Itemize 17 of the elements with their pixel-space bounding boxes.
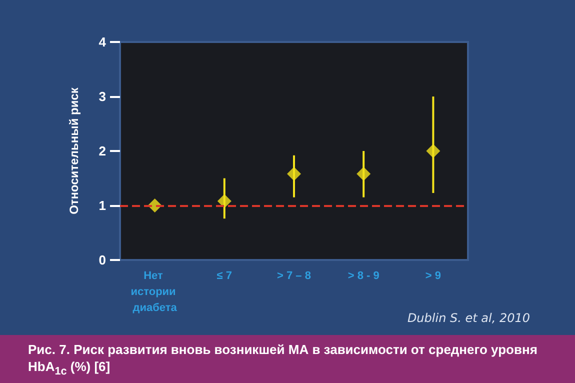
y-tick-label: 3 <box>98 89 106 104</box>
text: Dublin S. et al, 2010 <box>407 311 530 325</box>
x-tick-label: Нет истории диабета <box>130 270 179 314</box>
point <box>426 144 440 158</box>
y-tick-label: 0 <box>98 252 106 268</box>
x-tick-label: > 8 - 9 <box>348 270 380 282</box>
y-tick-label: 4 <box>98 34 107 50</box>
y-tick-label: 1 <box>98 198 106 213</box>
x-tick-label: ≤ 7 <box>216 270 232 282</box>
point <box>217 194 232 208</box>
x-tick-label: > 9 <box>425 270 442 282</box>
x-tick-label: > 7 – 8 <box>277 270 311 282</box>
y-axis-title: Относительный риск <box>67 86 81 214</box>
y-tick-label: 2 <box>98 144 106 158</box>
point <box>356 166 371 181</box>
point <box>287 166 301 181</box>
text: Рис. 7. Риск развития вновь возникшей МА в зависимости от среднего уровня HbA$_{1c}$ (%) [6] <box>28 341 538 380</box>
